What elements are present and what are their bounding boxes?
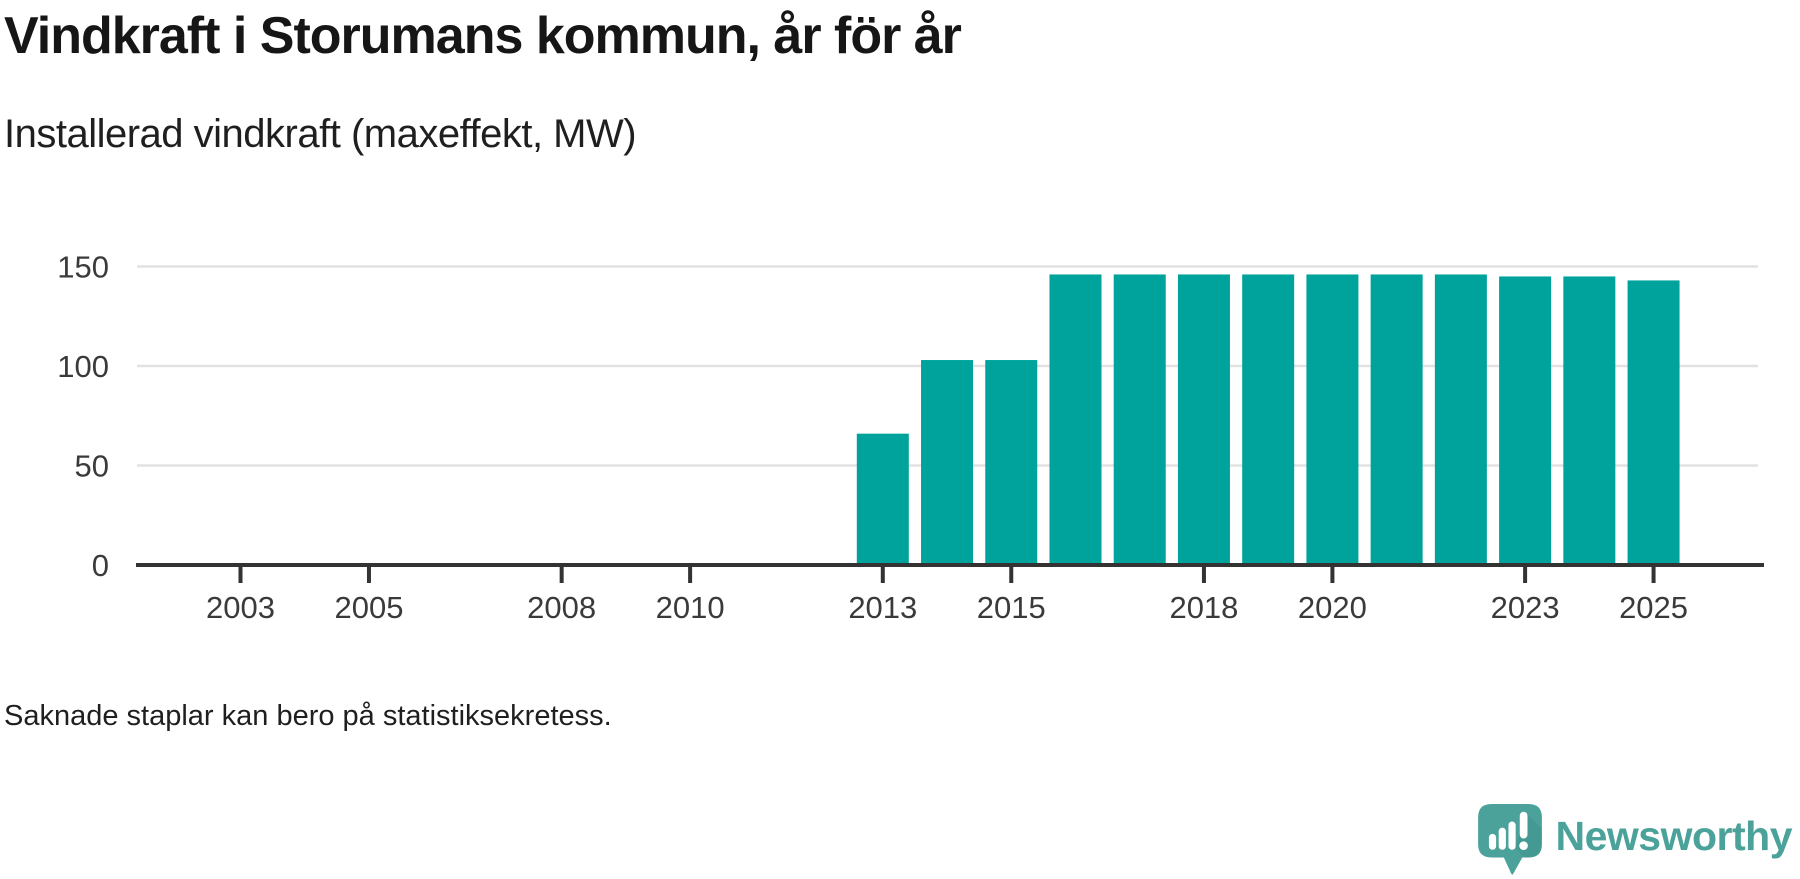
footnote: Saknade staplar kan bero på statistiksek… xyxy=(4,700,612,732)
y-tick-label-0: 0 xyxy=(92,548,109,583)
x-tick-label-2003: 2003 xyxy=(206,590,275,625)
exclamation-stem xyxy=(1519,811,1527,839)
bar-2017 xyxy=(1113,274,1166,565)
x-tick-label-2005: 2005 xyxy=(334,590,403,625)
bar-2016 xyxy=(1049,274,1102,565)
exclamation-dot xyxy=(1518,841,1528,851)
y-tick-label-150: 150 xyxy=(57,250,109,285)
bar-2014 xyxy=(921,360,974,565)
bar-2023 xyxy=(1499,276,1552,565)
bar-2015 xyxy=(985,360,1038,565)
bar-2020 xyxy=(1306,274,1359,565)
y-tick-label-50: 50 xyxy=(75,449,109,484)
x-tick-label-2020: 2020 xyxy=(1298,590,1367,625)
x-tick-label-2008: 2008 xyxy=(527,590,596,625)
x-tick-label-2018: 2018 xyxy=(1169,590,1238,625)
bar-2022 xyxy=(1434,274,1487,565)
mini-bar-3 xyxy=(1507,821,1516,850)
chart-subtitle: Installerad vindkraft (maxeffekt, MW) xyxy=(4,112,637,156)
brand-name: Newsworthy xyxy=(1555,812,1793,859)
x-tick-label-2023: 2023 xyxy=(1491,590,1560,625)
x-tick-label-2010: 2010 xyxy=(656,590,725,625)
mini-bar-1 xyxy=(1488,833,1496,850)
x-tick-label-2015: 2015 xyxy=(977,590,1046,625)
bar-2025 xyxy=(1627,280,1680,565)
brand-logo: Newsworthy xyxy=(1477,803,1793,875)
chart-title: Vindkraft i Storumans kommun, år för år xyxy=(4,7,962,65)
bar-2018 xyxy=(1177,274,1230,565)
bar-2024 xyxy=(1563,276,1616,565)
newsworthy-icon xyxy=(1477,804,1542,875)
bar-2021 xyxy=(1370,274,1423,565)
mini-bar-2 xyxy=(1498,827,1506,850)
bar-2013 xyxy=(856,433,909,565)
bar-chart: 2003 2005 2008 2010 2013 2015 2018 2020 2023 2025… xyxy=(57,250,1764,625)
y-tick-label-100: 100 xyxy=(57,349,109,384)
bar-2019 xyxy=(1242,274,1295,565)
x-tick-label-2013: 2013 xyxy=(848,590,917,625)
x-tick-label-2025: 2025 xyxy=(1619,590,1688,625)
